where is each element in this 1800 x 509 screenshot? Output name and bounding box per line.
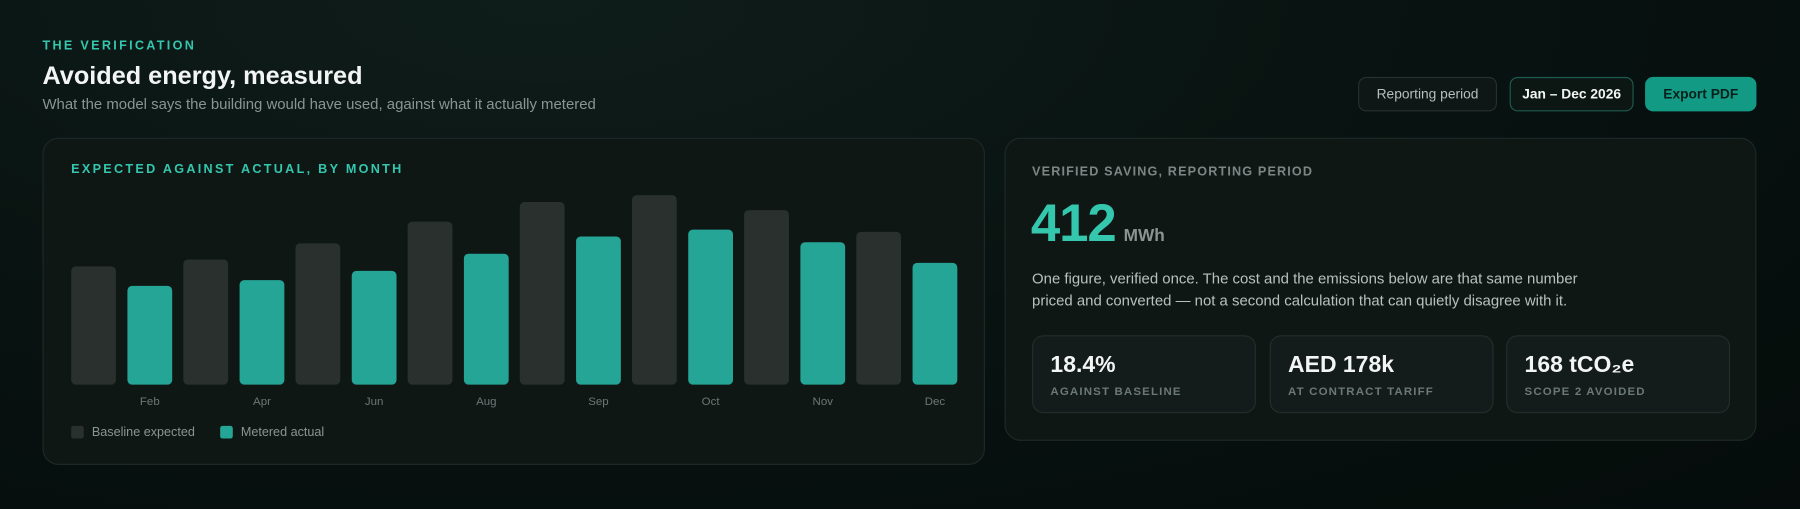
bar [351, 270, 397, 385]
headline-value: 412 [1030, 192, 1117, 253]
summary-card: VERIFIED SAVING, REPORTING PERIOD 412 MW… [1004, 137, 1757, 441]
stat-label: AGAINST BASELINE [1050, 385, 1182, 399]
stat-value: 168 tCO₂e [1524, 352, 1635, 378]
period-select[interactable]: Jan – Dec 2026 [1509, 76, 1634, 112]
bar [688, 229, 733, 385]
chart: EXPECTED AGAINST ACTUAL, BY MONTH Feb Apr… [71, 162, 958, 439]
page-title: Avoided energy, measured [42, 60, 363, 90]
eyebrow: THE VERIFICATION [42, 39, 197, 53]
legend-swatch [220, 425, 233, 439]
bar [800, 242, 846, 385]
bar [744, 210, 789, 385]
export-button[interactable]: Export PDF [1645, 76, 1757, 112]
stat-tile: AED 178k AT CONTRACT TARIFF [1269, 335, 1494, 414]
summary-text: One figure, verified once. The cost and … [1032, 269, 1578, 309]
legend-label: Metered actual [241, 425, 324, 439]
bar [295, 243, 341, 385]
x-tick-label: Feb [140, 396, 160, 408]
bar [407, 221, 453, 385]
subtitle: What the model says the building would h… [42, 95, 596, 113]
bar [71, 266, 116, 385]
x-tick-label: Oct [702, 396, 721, 408]
x-tick-label: Apr [253, 396, 271, 408]
bar [239, 280, 285, 385]
stat-tile: 168 tCO₂e SCOPE 2 AVOIDED [1506, 335, 1731, 414]
bar [856, 231, 902, 385]
legend-label: Baseline expected [92, 425, 195, 439]
bar [183, 259, 229, 385]
bar [576, 236, 621, 385]
x-tick-label: Jun [365, 396, 384, 408]
bar [463, 253, 509, 385]
headline-figure: 412 MWh [1031, 192, 1165, 254]
chart-card: EXPECTED AGAINST ACTUAL, BY MONTH Feb Apr… [42, 137, 985, 465]
bar [631, 195, 677, 385]
legend-swatch [71, 425, 84, 439]
stat-label: AT CONTRACT TARIFF [1288, 385, 1434, 399]
period-label[interactable]: Reporting period [1358, 76, 1497, 112]
bar [519, 202, 565, 385]
x-tick-label: Sep [588, 396, 608, 408]
summary-eyebrow: VERIFIED SAVING, REPORTING PERIOD [1032, 165, 1314, 180]
stat-value: 18.4% [1050, 352, 1116, 378]
bar [127, 285, 173, 385]
stat-tile: 18.4% AGAINST BASELINE [1032, 335, 1256, 414]
x-tick-label: Nov [813, 396, 834, 408]
bar [912, 262, 958, 385]
x-tick-label: Dec [925, 396, 946, 408]
stat-value: AED 178k [1288, 352, 1394, 378]
chart-title: EXPECTED AGAINST ACTUAL, BY MONTH [71, 162, 403, 176]
stat-label: SCOPE 2 AVOIDED [1524, 385, 1646, 399]
x-tick-label: Aug [476, 396, 496, 408]
headline-unit: MWh [1123, 226, 1165, 246]
